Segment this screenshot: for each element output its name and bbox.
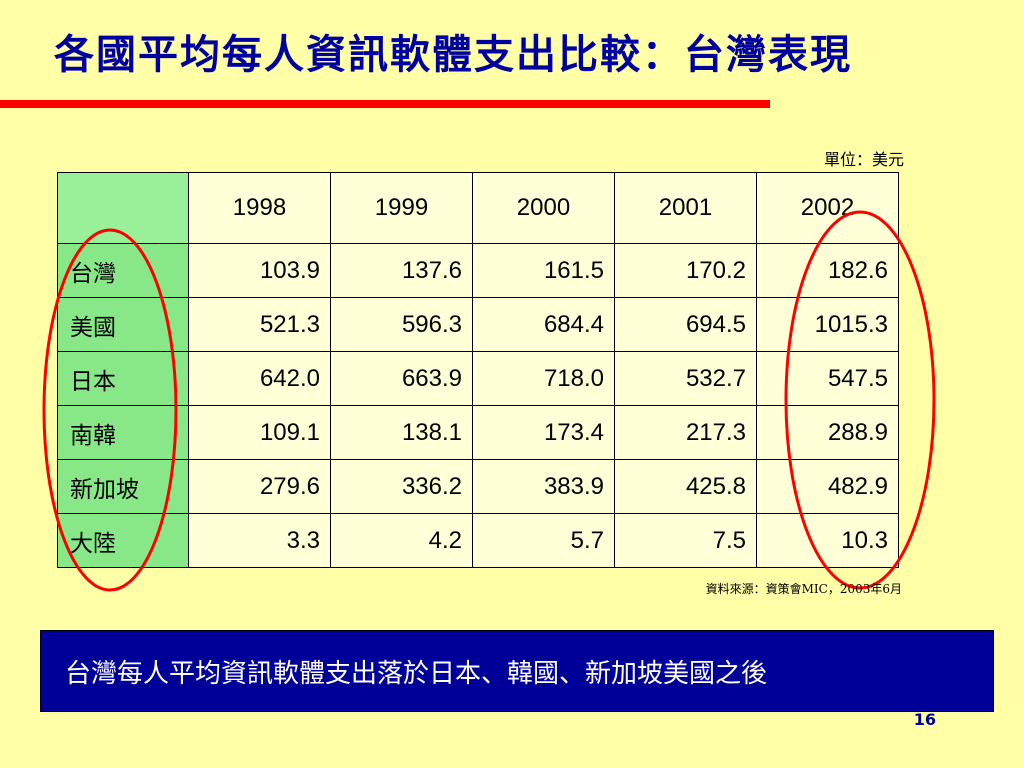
year-header: 2000	[472, 172, 615, 244]
value-cell: 383.9	[472, 459, 615, 514]
source-note: 資料來源：資策會MIC，2003年6月	[705, 582, 902, 596]
value-cell: 336.2	[330, 459, 473, 514]
value-cell: 10.3	[756, 513, 899, 568]
value-cell: 684.4	[472, 297, 615, 352]
value-cell: 109.1	[188, 405, 331, 460]
row-label: 南韓	[57, 405, 189, 460]
table-row: 台灣 103.9 137.6 161.5 170.2 182.6	[57, 243, 899, 298]
value-cell: 103.9	[188, 243, 331, 298]
table-row: 美國 521.3 596.3 684.4 694.5 1015.3	[57, 297, 899, 352]
row-label: 美國	[57, 297, 189, 352]
table-row: 新加坡 279.6 336.2 383.9 425.8 482.9	[57, 459, 899, 514]
row-label: 台灣	[57, 243, 189, 298]
value-cell: 596.3	[330, 297, 473, 352]
table-row: 日本 642.0 663.9 718.0 532.7 547.5	[57, 351, 899, 406]
value-cell: 532.7	[614, 351, 757, 406]
value-cell: 521.3	[188, 297, 331, 352]
value-cell: 663.9	[330, 351, 473, 406]
year-header: 1998	[188, 172, 331, 244]
value-cell: 7.5	[614, 513, 757, 568]
value-cell: 4.2	[330, 513, 473, 568]
slide-title: 各國平均每人資訊軟體支出比較：台灣表現	[54, 31, 852, 78]
value-cell: 718.0	[472, 351, 615, 406]
value-cell: 547.5	[756, 351, 899, 406]
conclusion-text: 台灣每人平均資訊軟體支出落於日本、韓國、新加坡美國之後	[65, 659, 768, 689]
value-cell: 642.0	[188, 351, 331, 406]
value-cell: 137.6	[330, 243, 473, 298]
value-cell: 138.1	[330, 405, 473, 460]
value-cell: 288.9	[756, 405, 899, 460]
data-table: 1998 1999 2000 2001 2002 台灣 103.9 137.6 …	[57, 172, 899, 568]
value-cell: 279.6	[188, 459, 331, 514]
table-row: 南韓 109.1 138.1 173.4 217.3 288.9	[57, 405, 899, 460]
page-number: 16	[913, 710, 936, 729]
corner-cell	[57, 172, 189, 244]
value-cell: 161.5	[472, 243, 615, 298]
year-header: 1999	[330, 172, 473, 244]
value-cell: 5.7	[472, 513, 615, 568]
header-row: 1998 1999 2000 2001 2002	[57, 172, 899, 244]
conclusion-banner: 台灣每人平均資訊軟體支出落於日本、韓國、新加坡美國之後	[40, 630, 994, 712]
year-header: 2001	[614, 172, 757, 244]
row-label: 新加坡	[57, 459, 189, 514]
title-underline	[0, 100, 770, 108]
value-cell: 170.2	[614, 243, 757, 298]
row-label: 大陸	[57, 513, 189, 568]
year-header: 2002	[756, 172, 899, 244]
value-cell: 173.4	[472, 405, 615, 460]
unit-label: 單位：美元	[823, 150, 904, 169]
value-cell: 694.5	[614, 297, 757, 352]
value-cell: 482.9	[756, 459, 899, 514]
row-label: 日本	[57, 351, 189, 406]
table-row: 大陸 3.3 4.2 5.7 7.5 10.3	[57, 513, 899, 568]
value-cell: 3.3	[188, 513, 331, 568]
value-cell: 182.6	[756, 243, 899, 298]
value-cell: 217.3	[614, 405, 757, 460]
value-cell: 1015.3	[756, 297, 899, 352]
value-cell: 425.8	[614, 459, 757, 514]
